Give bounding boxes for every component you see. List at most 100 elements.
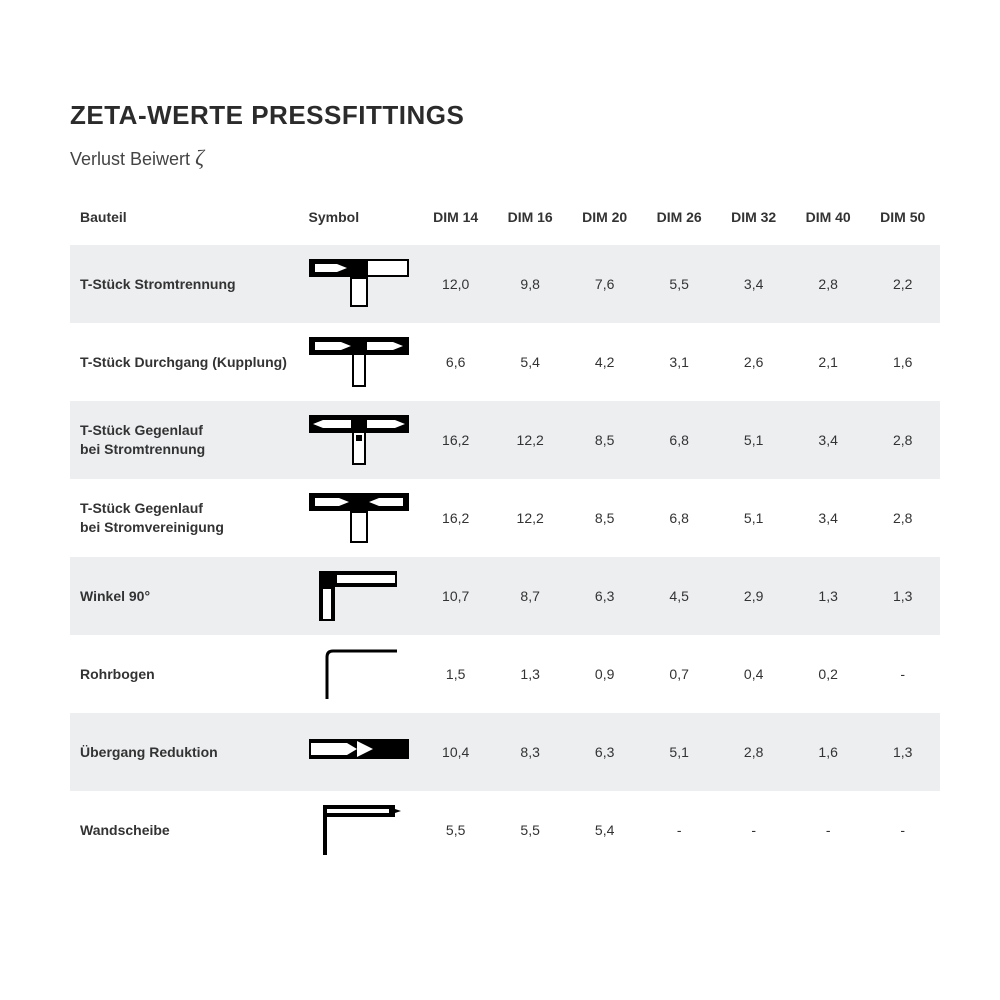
table-row: Wandscheibe 5,55,55,4---- [70,791,940,869]
cell-value: - [865,635,940,713]
cell-value: 6,6 [418,323,493,401]
page-title: ZETA-WERTE PRESSFITTINGS [70,100,940,131]
row-label: T-Stück Stromtrennung [70,245,309,323]
cell-value: - [865,791,940,869]
cell-value: 3,1 [642,323,717,401]
cell-value: 0,9 [567,635,642,713]
cell-value: 2,8 [716,713,791,791]
cell-value: 1,3 [493,635,568,713]
row-symbol [309,791,419,869]
cell-value: 8,7 [493,557,568,635]
col-dim40: DIM 40 [791,199,866,245]
row-symbol [309,401,419,479]
cell-value: - [716,791,791,869]
row-symbol [309,245,419,323]
cell-value: - [642,791,717,869]
row-symbol [309,479,419,557]
elbow-thick-icon [309,565,409,625]
cell-value: 5,1 [716,479,791,557]
row-label: T-Stück Gegenlaufbei Stromtrennung [70,401,309,479]
page: ZETA-WERTE PRESSFITTINGS Verlust Beiwert… [0,0,1000,909]
cell-value: 8,5 [567,479,642,557]
cell-value: 6,3 [567,557,642,635]
zeta-table: Bauteil Symbol DIM 14 DIM 16 DIM 20 DIM … [70,199,940,869]
col-dim16: DIM 16 [493,199,568,245]
cell-value: 6,8 [642,401,717,479]
cell-value: 1,6 [791,713,866,791]
row-symbol [309,557,419,635]
row-symbol [309,635,419,713]
cell-value: 3,4 [716,245,791,323]
cell-value: 3,4 [791,401,866,479]
row-label: Rohrbogen [70,635,309,713]
cell-value: 5,4 [493,323,568,401]
cell-value: 5,4 [567,791,642,869]
cell-value: 0,7 [642,635,717,713]
col-bauteil: Bauteil [70,199,309,245]
table-body: T-Stück Stromtrennung 12,09,87,65,53,42,… [70,245,940,869]
cell-value: 12,2 [493,401,568,479]
cell-value: 2,8 [791,245,866,323]
cell-value: 4,5 [642,557,717,635]
cell-value: 2,6 [716,323,791,401]
cell-value: 5,1 [716,401,791,479]
subtitle-prefix: Verlust Beiwert [70,149,195,169]
cell-value: 0,2 [791,635,866,713]
cell-value: 5,5 [642,245,717,323]
table-row: T-Stück Durchgang (Kupplung) 6,65,44,23,… [70,323,940,401]
cell-value: 1,3 [865,557,940,635]
cell-value: 2,8 [865,401,940,479]
cell-value: 10,4 [418,713,493,791]
cell-value: 1,3 [865,713,940,791]
table-row: Rohrbogen 1,51,30,90,70,40,2- [70,635,940,713]
cell-value: 8,5 [567,401,642,479]
row-label: T-Stück Gegenlaufbei Stromvereinigung [70,479,309,557]
col-dim14: DIM 14 [418,199,493,245]
cell-value: 2,1 [791,323,866,401]
cell-value: 6,8 [642,479,717,557]
cell-value: 8,3 [493,713,568,791]
cell-value: 5,1 [642,713,717,791]
wall-elbow-icon [309,799,409,859]
row-symbol [309,323,419,401]
cell-value: 16,2 [418,479,493,557]
table-head: Bauteil Symbol DIM 14 DIM 16 DIM 20 DIM … [70,199,940,245]
cell-value: 16,2 [418,401,493,479]
table-row: Winkel 90° 10,78,76,34,52,91,31,3 [70,557,940,635]
row-label: Übergang Reduktion [70,713,309,791]
cell-value: 7,6 [567,245,642,323]
cell-value: 5,5 [418,791,493,869]
cell-value: 3,4 [791,479,866,557]
tee-through-icon [309,331,409,391]
col-dim32: DIM 32 [716,199,791,245]
cell-value: 4,2 [567,323,642,401]
table-row: T-Stück Stromtrennung 12,09,87,65,53,42,… [70,245,940,323]
subtitle: Verlust Beiwert ζ [70,145,940,171]
cell-value: 10,7 [418,557,493,635]
table-row: T-Stück Gegenlaufbei Stromtrennung 16,21… [70,401,940,479]
reducer-icon [309,721,409,781]
cell-value: 1,3 [791,557,866,635]
zeta-symbol: ζ [195,145,204,170]
cell-value: 9,8 [493,245,568,323]
cell-value: 2,8 [865,479,940,557]
col-dim50: DIM 50 [865,199,940,245]
row-label: T-Stück Durchgang (Kupplung) [70,323,309,401]
tee-converge-icon [309,487,409,547]
table-row: T-Stück Gegenlaufbei Stromvereinigung 16… [70,479,940,557]
cell-value: 1,6 [865,323,940,401]
cell-value: 2,9 [716,557,791,635]
col-dim26: DIM 26 [642,199,717,245]
row-symbol [309,713,419,791]
col-dim20: DIM 20 [567,199,642,245]
col-symbol: Symbol [309,199,419,245]
cell-value: 12,0 [418,245,493,323]
cell-value: 1,5 [418,635,493,713]
row-label: Wandscheibe [70,791,309,869]
elbow-thin-icon [309,643,409,703]
cell-value: 6,3 [567,713,642,791]
cell-value: 2,2 [865,245,940,323]
table-row: Übergang Reduktion 10,48,36,35,12,81,61,… [70,713,940,791]
cell-value: 0,4 [716,635,791,713]
cell-value: 5,5 [493,791,568,869]
